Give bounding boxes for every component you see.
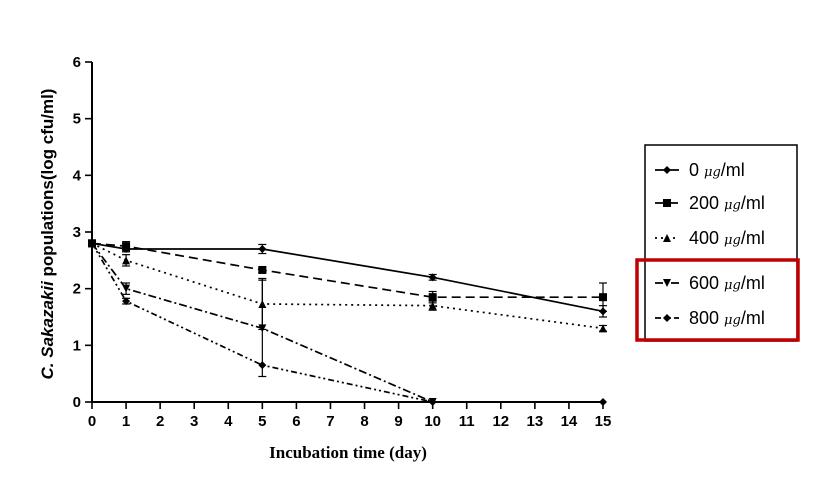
data-point xyxy=(122,256,131,265)
series-3 xyxy=(88,239,437,406)
data-point xyxy=(599,324,607,333)
legend-marker xyxy=(663,234,671,242)
data-point xyxy=(258,245,267,253)
data-point xyxy=(258,361,267,370)
x-tick-label: 3 xyxy=(190,413,198,430)
legend-label-number: 400 xyxy=(689,228,724,248)
legend-label: 0 μg/ml xyxy=(689,160,745,180)
x-tick-label: 11 xyxy=(459,413,475,430)
x-tick-label: 2 xyxy=(156,413,164,430)
data-point xyxy=(88,239,96,248)
series-0 xyxy=(88,239,607,318)
legend-box xyxy=(644,144,798,342)
y-tick-label: 0 xyxy=(73,394,81,411)
legend-label-number: 800 xyxy=(689,308,724,328)
legend-entry-4: 800 μg/ml xyxy=(655,308,765,328)
series-4 xyxy=(88,239,607,406)
x-tick-label: 14 xyxy=(561,413,578,430)
x-tick-label: 7 xyxy=(326,413,334,430)
legend-label-unit: μg xyxy=(724,313,741,328)
y-tick-label: 6 xyxy=(73,54,81,71)
y-tick-label: 2 xyxy=(73,281,81,298)
legend-label: 800 μg/ml xyxy=(689,308,765,328)
legend-label-number: 200 xyxy=(689,193,724,213)
data-point xyxy=(599,398,607,406)
y-axis-label: C. Sakazakii populations(log cfu/ml) xyxy=(38,89,57,380)
legend-entry-1: 200 μg/ml xyxy=(655,193,765,213)
legend-label-number: 600 xyxy=(689,273,724,293)
data-point xyxy=(122,242,131,251)
data-point xyxy=(599,293,607,302)
legend-marker xyxy=(663,199,671,207)
legend-entry-3: 600 μg/ml xyxy=(655,273,765,293)
y-tick-label: 3 xyxy=(73,224,81,241)
highlight-box xyxy=(635,258,800,342)
x-tick-label: 4 xyxy=(224,413,233,430)
legend-label-unit: μg xyxy=(724,198,741,213)
x-tick-label: 1 xyxy=(122,413,130,430)
y-axis-label-italic: C. Sakazakii xyxy=(38,280,57,380)
legend-label-tail: /ml xyxy=(721,160,745,180)
legend-label: 400 μg/ml xyxy=(689,228,765,248)
legend-marker xyxy=(663,166,671,174)
x-tick-label: 6 xyxy=(292,413,300,430)
y-tick-label: 5 xyxy=(73,111,81,128)
x-tick-label: 10 xyxy=(424,413,441,430)
data-point xyxy=(122,297,131,306)
data-point xyxy=(428,273,437,282)
legend-entry-0: 0 μg/ml xyxy=(655,160,745,180)
legend-label-unit: μg xyxy=(724,278,741,293)
data-point xyxy=(428,398,437,406)
legend-marker xyxy=(663,279,671,287)
legend-marker xyxy=(663,314,671,322)
series-line xyxy=(91,242,604,330)
x-tick-label: 0 xyxy=(88,413,96,430)
x-axis-label: Incubation time (day) xyxy=(269,443,427,462)
legend-label-unit: μg xyxy=(704,165,721,180)
x-tick-label: 13 xyxy=(527,413,544,430)
data-point xyxy=(258,324,267,333)
series-layer xyxy=(88,239,607,406)
legend-label-number: 0 xyxy=(689,160,704,180)
x-tick-label: 9 xyxy=(394,413,402,430)
x-tick-label: 12 xyxy=(492,413,509,430)
legend-label-unit: μg xyxy=(724,233,741,248)
x-tick-label: 8 xyxy=(360,413,368,430)
legend-label-tail: /ml xyxy=(741,228,765,248)
data-point xyxy=(428,301,437,310)
x-tick-label: 5 xyxy=(258,413,266,430)
legend-entry-2: 400 μg/ml xyxy=(655,228,765,248)
x-tick-label: 15 xyxy=(595,413,612,430)
legend-label: 200 μg/ml xyxy=(689,193,765,213)
y-tick-label: 1 xyxy=(73,337,81,354)
series-line xyxy=(91,242,434,403)
legend-label-tail: /ml xyxy=(741,308,765,328)
data-point xyxy=(258,265,267,274)
legend-label-tail: /ml xyxy=(741,273,765,293)
data-point xyxy=(122,284,131,293)
series-line xyxy=(91,242,603,403)
y-axis-label-rest: populations(log cfu/ml) xyxy=(38,89,57,282)
y-tick-label: 4 xyxy=(73,167,82,184)
legend-label-tail: /ml xyxy=(741,193,765,213)
series-line xyxy=(91,242,603,299)
legend-label: 600 μg/ml xyxy=(689,273,765,293)
data-point xyxy=(428,293,437,302)
